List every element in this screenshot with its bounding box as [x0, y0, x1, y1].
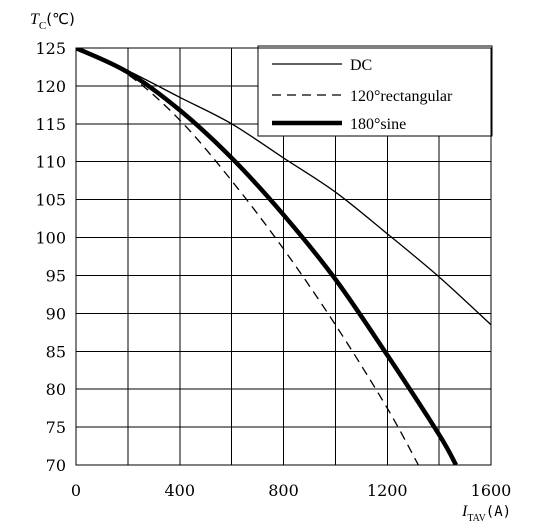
- y-tick-label: 105: [35, 191, 66, 210]
- series-line-120-rectangular: [76, 48, 419, 465]
- y-tick-label: 85: [46, 342, 66, 361]
- y-tick-label: 115: [35, 115, 66, 134]
- x-axis-title-main: I: [461, 503, 468, 520]
- y-axis: 125 120 115 110 105 100 95 90 85 80 75 70: [35, 39, 66, 475]
- y-axis-title: TC(℃): [30, 10, 75, 32]
- x-tick-label: 400: [164, 481, 195, 500]
- y-tick-label: 110: [35, 153, 66, 172]
- y-axis-title-sub: C: [39, 20, 46, 32]
- y-tick-label: 90: [46, 304, 66, 323]
- legend-label-180-sine: 180°sine: [350, 116, 406, 133]
- series-lines: [76, 48, 491, 465]
- x-tick-label: 0: [71, 481, 81, 500]
- series-line-dc: [76, 48, 491, 326]
- x-axis-title: ITAV(A): [461, 503, 511, 524]
- y-tick-label: 75: [46, 418, 66, 437]
- plot-frame: [75, 47, 492, 466]
- legend-label-120-rectangular: 120°rectangular: [350, 88, 453, 105]
- legend: DC 120°rectangular 180°sine: [257, 45, 493, 137]
- x-axis-title-sub: TAV: [467, 513, 486, 524]
- x-tick-label: 800: [268, 481, 299, 500]
- y-axis-title-unit: (℃): [46, 10, 75, 28]
- y-tick-label: 95: [46, 266, 66, 285]
- legend-label-dc: DC: [350, 57, 372, 74]
- series-line-180-sine: [76, 48, 458, 465]
- x-axis: 0 400 800 1200 1600: [71, 481, 511, 500]
- x-tick-label: 1600: [471, 481, 512, 500]
- y-tick-label: 100: [35, 229, 66, 248]
- y-tick-label: 120: [35, 77, 66, 96]
- x-tick-label: 1200: [367, 481, 408, 500]
- y-axis-title-main: T: [30, 11, 40, 28]
- y-tick-label: 125: [35, 39, 66, 58]
- y-tick-label: 80: [46, 380, 66, 399]
- x-axis-title-unit: (A): [486, 504, 511, 520]
- y-tick-label: 70: [46, 456, 66, 475]
